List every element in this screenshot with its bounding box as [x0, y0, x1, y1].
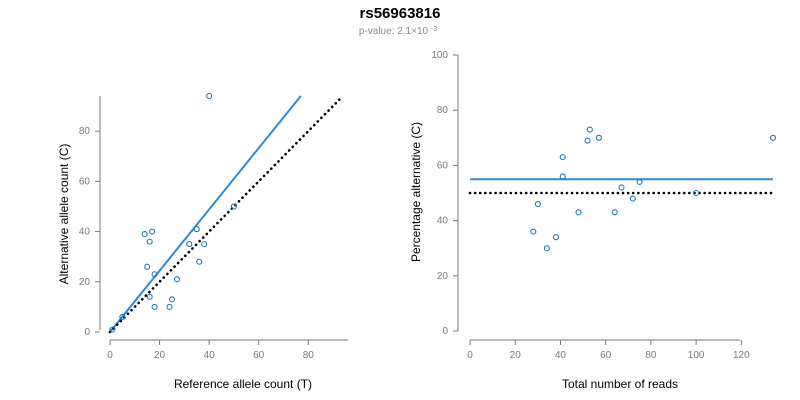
right-data-point-1 — [534, 200, 541, 208]
left-data-point-1 — [119, 313, 126, 320]
left-data-point-5 — [149, 228, 156, 235]
left-data-point-9 — [151, 303, 158, 310]
subtitle-prefix: p-value: 2.1×10 — [359, 26, 429, 37]
left-x-axis-label: Reference allele count (T) — [174, 377, 312, 391]
left-reference-line — [108, 97, 342, 334]
right-data-point-13 — [636, 178, 643, 186]
right-x-tick-label-4: 80 — [645, 350, 657, 361]
right-data-point-14 — [693, 189, 700, 197]
right-x-tick-label-0: 0 — [467, 350, 473, 361]
right-data-point-8 — [586, 126, 593, 133]
left-scatter-panel: 0 20 40 60 80 0 20 40 60 80 Reference allele count… — [57, 92, 348, 391]
left-data-point-10 — [166, 303, 173, 310]
right-y-tick-label-1: 20 — [437, 271, 449, 282]
right-data-point-11 — [618, 184, 625, 191]
left-x-tick-label-4: 80 — [303, 350, 315, 361]
right-y-tick-label-2: 40 — [437, 216, 449, 227]
subtitle-exponent: -3 — [431, 26, 437, 33]
left-y-tick-label-2: 40 — [79, 227, 91, 238]
left-x-tick-label-0: 0 — [107, 350, 113, 361]
left-data-point-3 — [141, 231, 148, 238]
left-data-point-11 — [168, 296, 176, 303]
right-x-tick-label-2: 40 — [555, 350, 567, 361]
left-y-tick-label-1: 20 — [79, 277, 91, 288]
right-x-tick-label-5: 100 — [688, 350, 705, 361]
right-y-tick-label-5: 100 — [431, 50, 448, 61]
left-data-point-0 — [109, 326, 116, 333]
right-data-point-9 — [595, 134, 602, 141]
left-data-point-13 — [186, 241, 193, 248]
left-data-point-8 — [146, 293, 153, 300]
left-x-tick-label-1: 20 — [154, 350, 166, 361]
left-data-point-6 — [144, 263, 151, 270]
left-y-tick-label-0: 0 — [84, 327, 90, 338]
right-data-point-7 — [584, 137, 591, 144]
right-y-tick-label-0: 0 — [442, 326, 448, 337]
right-x-tick-label-1: 20 — [510, 350, 522, 361]
left-x-tick-label-2: 40 — [204, 350, 216, 361]
right-x-tick-label-3: 60 — [600, 350, 612, 361]
left-data-point-17 — [230, 203, 237, 210]
left-x-tick-label-3: 60 — [253, 350, 265, 361]
right-y-tick-label-4: 80 — [437, 105, 449, 116]
right-data-point-3 — [552, 234, 559, 241]
right-scatter-panel: 0 20 40 60 80 100 120 0 20 40 60 80 100 Total number … — [409, 50, 777, 391]
left-y-tick-label-4: 80 — [79, 126, 91, 137]
left-data-point-2 — [206, 92, 213, 100]
left-y-axis-label: Alternative allele count (C) — [57, 144, 71, 285]
left-y-tick-label-3: 60 — [79, 176, 91, 187]
right-data-point-12 — [629, 195, 636, 202]
right-y-tick-label-3: 60 — [437, 160, 449, 171]
chart-title: rs56963816 — [360, 5, 441, 22]
left-data-point-15 — [196, 258, 203, 265]
right-data-point-15 — [769, 134, 777, 141]
right-y-axis-label: Percentage alternative (C) — [409, 122, 423, 262]
right-x-axis-label: Total number of reads — [562, 377, 678, 391]
right-data-point-2 — [543, 245, 550, 252]
chart-subtitle: p-value: 2.1×10 -3 — [359, 26, 437, 38]
left-data-point-4 — [146, 238, 153, 245]
right-data-point-10 — [611, 209, 618, 216]
left-fit-line — [109, 95, 302, 333]
right-data-point-4 — [559, 154, 566, 161]
right-x-tick-label-6: 120 — [733, 350, 750, 361]
right-data-point-5 — [559, 173, 566, 180]
left-data-point-14 — [193, 226, 200, 233]
right-data-point-6 — [575, 209, 582, 216]
left-data-point-7 — [151, 271, 158, 278]
left-data-point-16 — [201, 241, 208, 248]
left-data-point-12 — [173, 276, 180, 283]
right-data-point-0 — [530, 228, 537, 235]
